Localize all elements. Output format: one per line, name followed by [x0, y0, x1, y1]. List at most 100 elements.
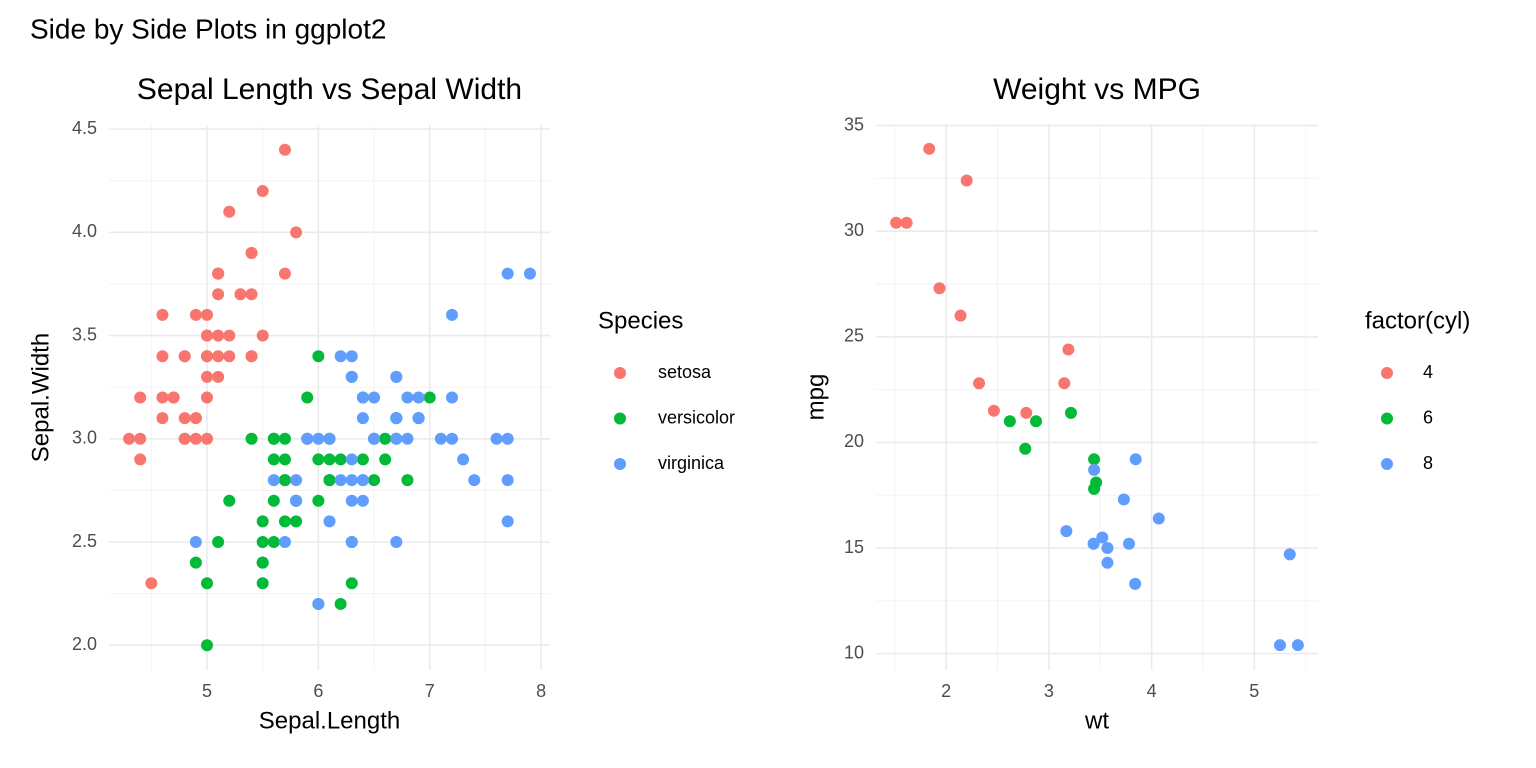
y-axis-title: mpg — [802, 374, 829, 421]
point — [312, 494, 325, 507]
point — [212, 267, 225, 280]
point — [973, 377, 986, 390]
legend-key — [614, 458, 626, 470]
point — [390, 536, 403, 549]
y-axis-title: Sepal.Width — [27, 333, 54, 462]
y-tick-label: 2.5 — [72, 531, 97, 551]
point — [390, 370, 403, 383]
point — [356, 494, 369, 507]
point — [334, 350, 347, 363]
legend-key — [1381, 458, 1393, 470]
point — [278, 432, 291, 445]
point — [267, 494, 280, 507]
y-tick-label: 3.0 — [72, 428, 97, 448]
point — [189, 308, 202, 321]
point — [278, 143, 291, 156]
point — [490, 432, 503, 445]
y-tick-label: 35 — [844, 114, 864, 134]
point — [290, 515, 303, 528]
y-tick-label: 15 — [844, 537, 864, 557]
point — [256, 536, 269, 549]
point — [267, 432, 280, 445]
point — [523, 267, 536, 280]
point — [1122, 537, 1135, 550]
legend-title: Species — [598, 307, 683, 334]
point — [223, 494, 236, 507]
point — [1283, 548, 1296, 561]
point — [345, 536, 358, 549]
point — [189, 556, 202, 569]
point — [1062, 343, 1075, 356]
point — [223, 205, 236, 218]
point — [301, 391, 314, 404]
point — [301, 432, 314, 445]
point — [201, 432, 213, 445]
panel-title: Sepal Length vs Sepal Width — [137, 73, 522, 106]
x-tick-label: 4 — [1147, 681, 1157, 701]
point — [156, 412, 169, 425]
point — [323, 453, 336, 466]
x-tick-label: 5 — [1249, 681, 1259, 701]
point — [401, 391, 414, 404]
legend-key — [614, 412, 626, 425]
point — [501, 515, 514, 528]
point — [379, 453, 392, 466]
x-tick-label: 2 — [941, 681, 951, 701]
point — [223, 329, 236, 342]
point — [1273, 639, 1286, 652]
point — [1030, 415, 1043, 428]
y-tick-label: 30 — [844, 220, 864, 240]
y-tick-label: 10 — [844, 642, 864, 662]
point — [501, 432, 514, 445]
point — [290, 494, 303, 507]
legend-key — [1381, 367, 1393, 379]
point — [412, 391, 425, 404]
point — [923, 142, 936, 155]
point — [412, 412, 425, 425]
point — [178, 350, 191, 363]
y-tick-label: 20 — [844, 431, 864, 451]
point — [446, 308, 458, 321]
point — [312, 453, 325, 466]
y-tick-label: 2.0 — [72, 634, 97, 654]
point — [256, 556, 269, 569]
point — [201, 391, 213, 404]
point — [1117, 493, 1130, 506]
point — [212, 536, 225, 549]
point — [345, 453, 358, 466]
point — [267, 474, 280, 487]
legend-key — [1381, 412, 1393, 425]
point — [156, 308, 169, 321]
point — [954, 309, 967, 322]
y-tick-label: 4.5 — [72, 118, 97, 138]
point — [256, 185, 269, 198]
point — [212, 288, 225, 301]
point — [1087, 537, 1100, 550]
legend-label: 8 — [1423, 453, 1433, 473]
point — [1291, 639, 1304, 652]
point — [345, 370, 358, 383]
point — [356, 412, 369, 425]
point — [379, 432, 392, 445]
point — [1003, 415, 1016, 428]
point — [446, 391, 458, 404]
point — [446, 432, 458, 445]
point — [1064, 406, 1077, 419]
point — [334, 453, 347, 466]
legend-key — [614, 367, 626, 379]
point — [278, 515, 291, 528]
point — [245, 288, 258, 301]
point — [312, 350, 325, 363]
y-tick-label: 25 — [844, 326, 864, 346]
point — [201, 308, 213, 321]
x-tick-label: 7 — [425, 681, 435, 701]
x-tick-label: 6 — [313, 681, 323, 701]
point — [434, 432, 447, 445]
x-tick-label: 8 — [536, 681, 546, 701]
point — [345, 577, 358, 590]
point — [145, 577, 158, 590]
point — [960, 174, 973, 187]
point — [234, 288, 247, 301]
point — [468, 474, 481, 487]
